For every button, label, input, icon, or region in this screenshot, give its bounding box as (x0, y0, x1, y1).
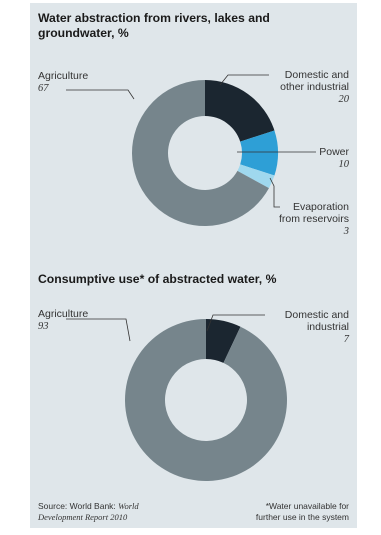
leader-agriculture-2 (66, 318, 131, 342)
donut-slice-evaporation-from-reservoirs (237, 164, 275, 189)
leader-lines (66, 74, 316, 342)
chart-panel: Water abstraction from rivers, lakes and… (30, 3, 357, 528)
donut-slice-agriculture (132, 80, 269, 226)
value-power: 10 (338, 159, 350, 170)
value-domestic-2: 7 (343, 334, 349, 345)
leader-domestic-2 (206, 314, 265, 332)
label-agriculture-2: Agriculture (38, 308, 89, 320)
leader-domestic-1 (219, 74, 269, 86)
chart1-title: Water abstraction from rivers, lakes and… (38, 11, 270, 40)
footnote-line-1: *Water unavailable for (265, 501, 349, 511)
value-domestic-1: 20 (338, 94, 350, 105)
donut-chart-1 (132, 80, 278, 226)
chart2-title: Consumptive use* of abstracted water, % (38, 272, 277, 286)
label-power: Power (319, 146, 349, 158)
source-title-1: World (118, 501, 139, 511)
value-evaporation: 3 (343, 226, 349, 237)
footnote-line-2: further use in the system (255, 511, 349, 522)
leader-agriculture-1 (66, 89, 135, 100)
source-title-2: Development Report 2010 (38, 511, 128, 522)
label-domestic-1a: Domestic and (284, 69, 349, 81)
footnote: *Water unavailable for further use in th… (209, 501, 349, 522)
value-agriculture-2: 93 (38, 321, 49, 332)
label-evaporation-b: from reservoirs (278, 213, 349, 225)
donut-slice-domestic-and-industrial (206, 319, 241, 363)
leader-evaporation (269, 177, 280, 208)
donut-slice-domestic-and-other-industrial (205, 80, 275, 142)
source-prefix: Source: World Bank: (38, 501, 116, 511)
label-agriculture-1: Agriculture (38, 70, 89, 82)
label-domestic-2b: industrial (306, 321, 349, 333)
donut-slice-agriculture (125, 319, 288, 482)
donut-slice-power (240, 130, 278, 176)
label-domestic-2a: Domestic and (284, 309, 349, 321)
label-evaporation-a: Evaporation (292, 201, 349, 213)
charts-svg (66, 74, 316, 482)
value-agriculture-1: 67 (38, 83, 49, 94)
donut-chart-2 (125, 319, 288, 482)
label-domestic-1b: other industrial (280, 81, 349, 93)
source-note: Source: World Bank: World Development Re… (38, 501, 198, 522)
